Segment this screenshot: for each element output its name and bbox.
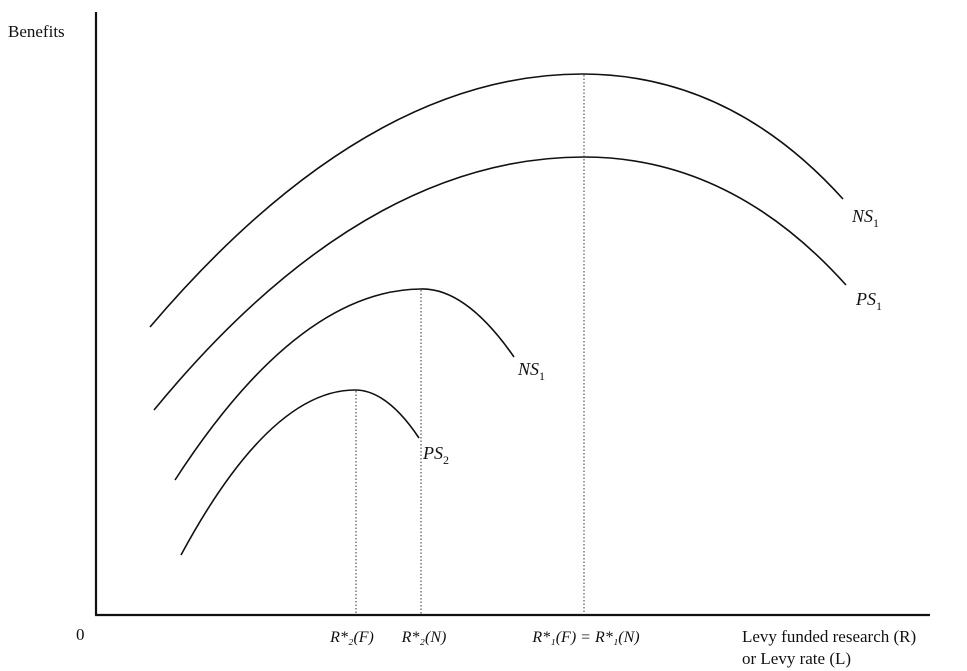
ps1-label: PS1	[855, 289, 882, 313]
ps1-curve	[153, 156, 847, 411]
r1-tick-label: R*₁(F) = R*₁(N)	[531, 629, 639, 646]
ns1-outer-curve	[149, 73, 844, 328]
r2-n-tick-label: R*₂(N)	[401, 629, 447, 646]
ps2-curve	[180, 389, 420, 556]
ns1-inner-label: NS1	[517, 359, 545, 383]
y-axis-label: Benefits	[8, 22, 65, 41]
origin-label: 0	[76, 625, 85, 644]
ns1-outer-label: NS1	[851, 206, 879, 230]
ps2-label: PS2	[422, 443, 449, 467]
x-axis-label-line2: or Levy rate (L)	[742, 649, 851, 668]
x-axis-label-line1: Levy funded research (R)	[742, 627, 916, 646]
ns1-inner-curve	[174, 288, 515, 481]
r2-f-tick-label: R*₂(F)	[329, 629, 374, 646]
